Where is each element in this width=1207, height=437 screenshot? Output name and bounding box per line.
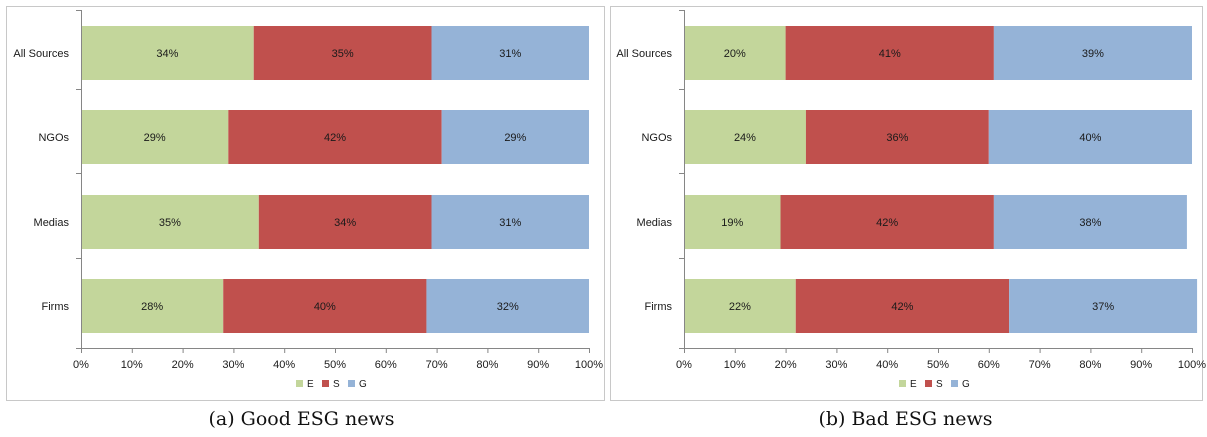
data-label: 32% bbox=[497, 301, 519, 313]
x-tick-label: 60% bbox=[375, 359, 397, 371]
category-label: Firms bbox=[42, 301, 70, 313]
legend-swatch-g bbox=[348, 380, 355, 387]
bar-medias-e bbox=[684, 195, 781, 249]
legend-label-s: S bbox=[936, 379, 943, 390]
bar-firms-s bbox=[223, 279, 427, 333]
caption-good-esg-news: (a) Good ESG news bbox=[208, 408, 395, 430]
legend-label-g: G bbox=[359, 379, 367, 390]
category-label: Medias bbox=[34, 217, 70, 229]
data-label: 22% bbox=[729, 301, 751, 313]
data-label: 41% bbox=[879, 48, 901, 60]
bar-all-sources-e bbox=[684, 26, 786, 80]
x-tick-label: 70% bbox=[1029, 359, 1051, 371]
bar-all-sources-s bbox=[785, 26, 994, 80]
x-tick-label: 80% bbox=[476, 359, 498, 371]
x-tick-label: 30% bbox=[825, 359, 847, 371]
bar-ngos-s bbox=[805, 110, 989, 164]
legend-swatch-e bbox=[899, 380, 906, 387]
data-label: 34% bbox=[156, 48, 178, 60]
bar-firms-g bbox=[426, 279, 589, 333]
data-label: 29% bbox=[144, 132, 166, 144]
data-label: 28% bbox=[141, 301, 163, 313]
chart-panel-2: 20% 41% 39% All Sources 24% 36% 40% NGOs 19% 42% 3… bbox=[610, 6, 1206, 401]
bar-firms-s bbox=[795, 279, 1010, 333]
data-label: 37% bbox=[1092, 301, 1114, 313]
legend-label-g: G bbox=[962, 379, 970, 390]
category-label: NGOs bbox=[38, 132, 69, 144]
x-tick-label: 20% bbox=[172, 359, 194, 371]
legend-swatch-g bbox=[951, 380, 958, 387]
bar-medias-g bbox=[431, 195, 589, 249]
x-tick-label: 100% bbox=[575, 359, 603, 371]
x-tick-label: 60% bbox=[978, 359, 1000, 371]
data-label: 20% bbox=[724, 48, 746, 60]
category-label: Medias bbox=[637, 217, 673, 229]
x-tick-label: 80% bbox=[1079, 359, 1101, 371]
x-tick-label: 10% bbox=[724, 359, 746, 371]
data-label: 42% bbox=[876, 217, 898, 229]
legend-label-s: S bbox=[333, 379, 340, 390]
data-label: 34% bbox=[334, 217, 356, 229]
x-tick-label: 40% bbox=[273, 359, 295, 371]
category-label: NGOs bbox=[641, 132, 672, 144]
data-label: 24% bbox=[734, 132, 756, 144]
category-label: Firms bbox=[645, 301, 673, 313]
legend-swatch-s bbox=[925, 380, 932, 387]
data-label: 40% bbox=[314, 301, 336, 313]
data-label: 38% bbox=[1079, 217, 1101, 229]
category-label: All Sources bbox=[616, 48, 672, 60]
x-tick-label: 90% bbox=[527, 359, 549, 371]
x-tick-label: 40% bbox=[876, 359, 898, 371]
x-tick-label: 50% bbox=[927, 359, 949, 371]
x-tick-label: 20% bbox=[775, 359, 797, 371]
x-tick-label: 30% bbox=[222, 359, 244, 371]
bar-medias-e bbox=[81, 195, 259, 249]
bar-ngos-e bbox=[81, 110, 229, 164]
data-label: 40% bbox=[1079, 132, 1101, 144]
bar-medias-s bbox=[780, 195, 994, 249]
chart-panel-1: 34% 35% 31% All Sources 29% 42% 29% NGOs 35% 34% 3… bbox=[6, 6, 605, 401]
caption-bad-esg-news: (b) Bad ESG news bbox=[818, 408, 993, 430]
bar-ngos-s bbox=[228, 110, 442, 164]
x-tick-label: 0% bbox=[676, 359, 692, 371]
bar-firms-e bbox=[81, 279, 224, 333]
data-label: 31% bbox=[499, 48, 521, 60]
data-label: 31% bbox=[499, 217, 521, 229]
legend-swatch-s bbox=[322, 380, 329, 387]
bar-firms-g bbox=[1009, 279, 1198, 333]
bar-all-sources-s bbox=[253, 26, 432, 80]
bar-all-sources-e bbox=[81, 26, 254, 80]
bar-all-sources-g bbox=[431, 26, 589, 80]
bar-all-sources-g bbox=[993, 26, 1192, 80]
data-label: 42% bbox=[891, 301, 913, 313]
category-label: All Sources bbox=[13, 48, 69, 60]
data-label: 29% bbox=[504, 132, 526, 144]
data-label: 19% bbox=[721, 217, 743, 229]
data-label: 35% bbox=[159, 217, 181, 229]
bar-firms-e bbox=[684, 279, 796, 333]
data-label: 35% bbox=[332, 48, 354, 60]
x-tick-label: 70% bbox=[426, 359, 448, 371]
bar-ngos-g bbox=[441, 110, 589, 164]
x-tick-label: 50% bbox=[324, 359, 346, 371]
bar-ngos-e bbox=[684, 110, 806, 164]
data-label: 42% bbox=[324, 132, 346, 144]
legend-label-e: E bbox=[910, 379, 917, 390]
x-tick-label: 100% bbox=[1178, 359, 1206, 371]
legend-label-e: E bbox=[307, 379, 314, 390]
x-tick-label: 90% bbox=[1130, 359, 1152, 371]
legend-swatch-e bbox=[296, 380, 303, 387]
x-tick-label: 0% bbox=[73, 359, 89, 371]
data-label: 39% bbox=[1082, 48, 1104, 60]
bar-medias-g bbox=[993, 195, 1187, 249]
bar-medias-s bbox=[258, 195, 432, 249]
data-label: 36% bbox=[886, 132, 908, 144]
bar-ngos-g bbox=[988, 110, 1192, 164]
x-tick-label: 10% bbox=[121, 359, 143, 371]
